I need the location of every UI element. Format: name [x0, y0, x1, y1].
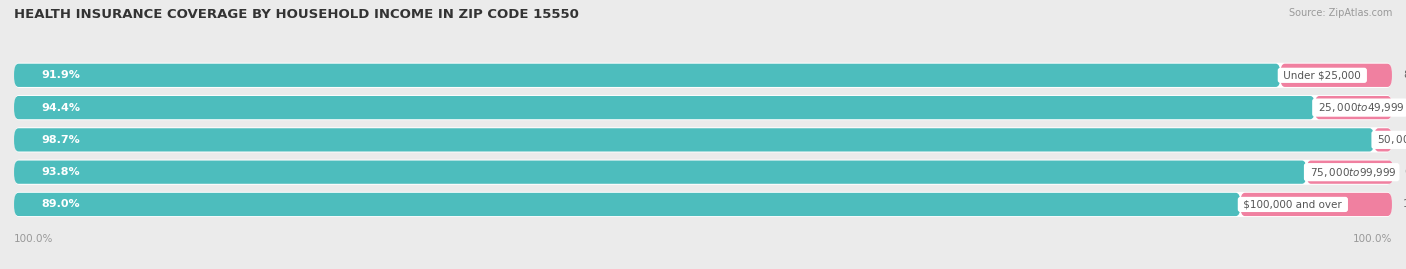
Text: $75,000 to $99,999: $75,000 to $99,999	[1306, 166, 1396, 179]
Text: $50,000 to $74,999: $50,000 to $74,999	[1374, 133, 1406, 146]
Text: $25,000 to $49,999: $25,000 to $49,999	[1315, 101, 1405, 114]
FancyBboxPatch shape	[14, 63, 1392, 88]
Text: 100.0%: 100.0%	[14, 234, 53, 244]
Text: 94.4%: 94.4%	[42, 102, 80, 113]
Text: Source: ZipAtlas.com: Source: ZipAtlas.com	[1288, 8, 1392, 18]
FancyBboxPatch shape	[1281, 64, 1392, 87]
FancyBboxPatch shape	[1374, 128, 1392, 151]
FancyBboxPatch shape	[14, 128, 1374, 151]
Text: $100,000 and over: $100,000 and over	[1240, 199, 1346, 210]
FancyBboxPatch shape	[14, 160, 1392, 185]
Text: 89.0%: 89.0%	[42, 199, 80, 210]
FancyBboxPatch shape	[1306, 161, 1393, 184]
FancyBboxPatch shape	[14, 96, 1315, 119]
FancyBboxPatch shape	[14, 95, 1392, 120]
FancyBboxPatch shape	[14, 161, 1306, 184]
Text: HEALTH INSURANCE COVERAGE BY HOUSEHOLD INCOME IN ZIP CODE 15550: HEALTH INSURANCE COVERAGE BY HOUSEHOLD I…	[14, 8, 579, 21]
Text: 5.6%: 5.6%	[1403, 102, 1406, 113]
Text: 93.8%: 93.8%	[42, 167, 80, 177]
FancyBboxPatch shape	[1240, 193, 1392, 216]
FancyBboxPatch shape	[14, 193, 1240, 216]
Text: 98.7%: 98.7%	[42, 135, 80, 145]
Text: Under $25,000: Under $25,000	[1281, 70, 1364, 80]
FancyBboxPatch shape	[14, 64, 1281, 87]
FancyBboxPatch shape	[14, 192, 1392, 217]
FancyBboxPatch shape	[1315, 96, 1392, 119]
Text: 1.3%: 1.3%	[1403, 135, 1406, 145]
Text: 6.3%: 6.3%	[1405, 167, 1406, 177]
Text: 91.9%: 91.9%	[42, 70, 80, 80]
FancyBboxPatch shape	[14, 127, 1392, 153]
Text: 11.0%: 11.0%	[1403, 199, 1406, 210]
Text: 8.1%: 8.1%	[1403, 70, 1406, 80]
Text: 100.0%: 100.0%	[1353, 234, 1392, 244]
